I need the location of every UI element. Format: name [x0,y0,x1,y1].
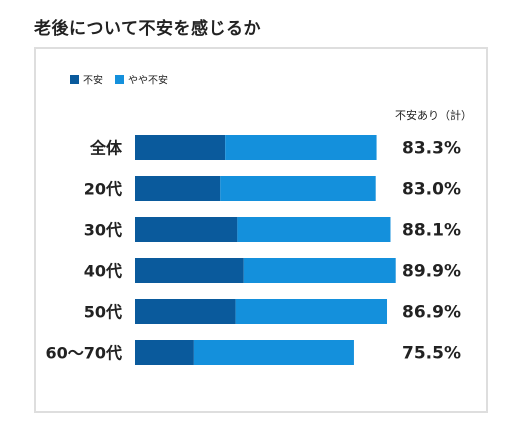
category-label: 全体 [89,139,123,158]
total-column-label: 不安あり（計） [395,108,472,122]
legend: 不安 やや不安 [70,74,168,87]
legend-swatch [70,75,79,84]
category-label: 50代 [84,303,122,322]
bar-worried [135,340,194,365]
chart-rows: 全体 83.3% 20代 83.0% 30代 88.1% 40代 89.9% 50代 86.9% 6… [45,135,461,365]
total-value: 88.1% [402,221,461,241]
legend-swatch [115,75,124,84]
category-label: 30代 [84,221,122,240]
bar-worried [135,176,221,201]
category-label: 20代 [84,180,122,199]
bar-somewhat-worried [193,340,354,365]
category-label: 60〜70代 [45,344,122,363]
bar-worried [135,135,226,160]
bar-somewhat-worried [235,299,388,324]
category-label: 40代 [84,262,122,281]
total-value: 89.9% [402,262,461,282]
total-value: 83.0% [402,180,461,200]
bar-somewhat-worried [243,258,396,283]
bar-worried [135,217,238,242]
chart-title: 老後について不安を感じるか [34,19,261,39]
bar-somewhat-worried [225,135,377,160]
bar-somewhat-worried [220,176,376,201]
total-value: 86.9% [402,303,461,323]
bar-worried [135,299,236,324]
bar-somewhat-worried [237,217,391,242]
legend-label: 不安 [83,74,103,87]
total-value: 75.5% [402,344,461,364]
bar-worried [135,258,244,283]
legend-label: やや不安 [128,74,168,87]
total-value: 83.3% [402,139,461,159]
